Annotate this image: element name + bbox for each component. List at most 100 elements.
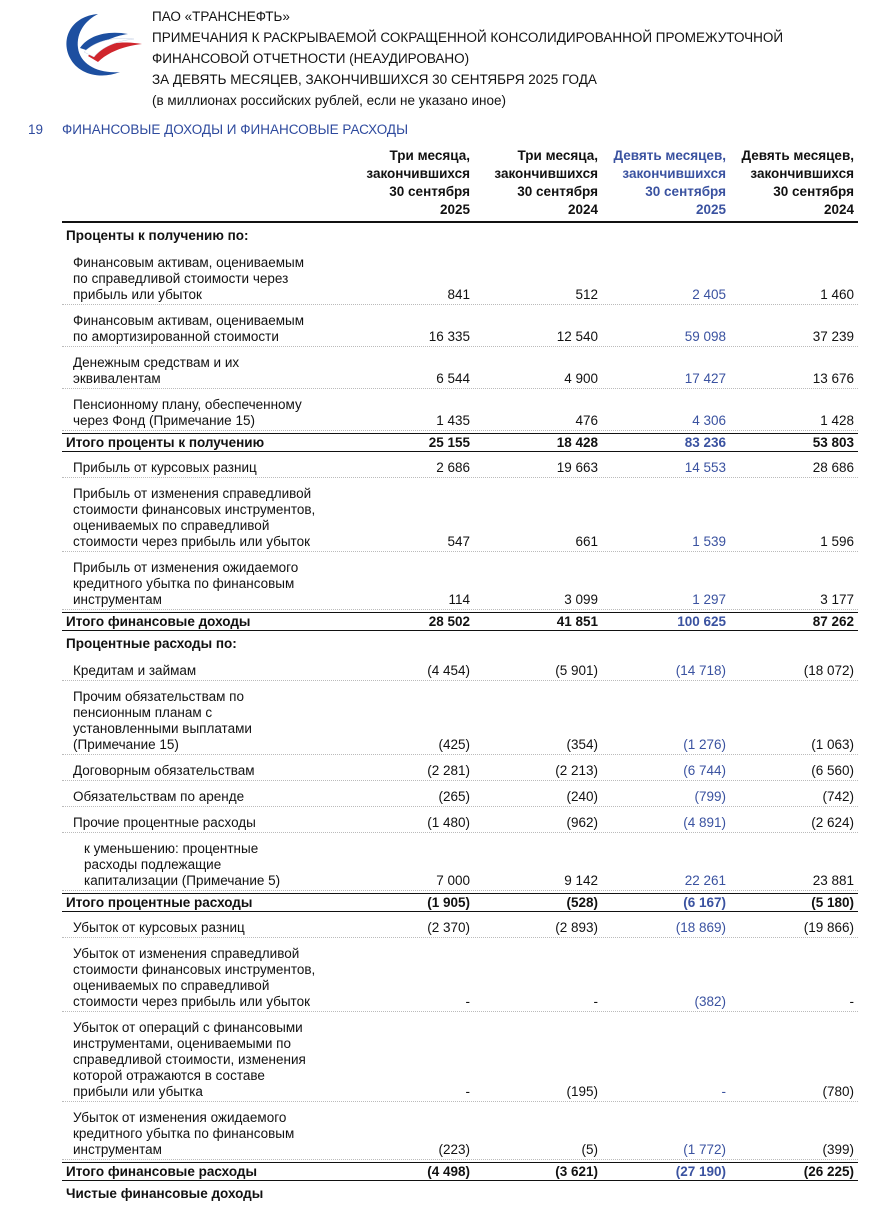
label-line: инструментами, оцениваемыми по (73, 1036, 291, 1051)
row-label: Договорным обязательствам (62, 763, 346, 779)
value: (4 891) (683, 815, 726, 830)
value: (2 213) (555, 763, 598, 778)
column-header-line: 2024 (567, 202, 598, 217)
column-header-line: закончившихся (366, 166, 470, 181)
header-row: Три месяца, закончившихся 30 сентября 2025 Т… (62, 147, 858, 223)
column-header-line: Три месяца, (517, 148, 598, 163)
value: (742) (822, 789, 854, 804)
row-label: Финансовым активам, оцениваемым по аморти… (62, 313, 346, 345)
value: 1 539 (692, 534, 726, 549)
label-line: справедливой стоимости, изменения (73, 1052, 306, 1067)
row-label: Кредитам и займам (62, 663, 346, 679)
label-line: по справедливой стоимости через (73, 271, 289, 286)
value: 547 (447, 534, 470, 549)
row-item: Прибыль от изменения ожидаемого кредитног… (62, 552, 858, 610)
column-header: Три месяца, закончившихся 30 сентября 2024 (474, 147, 602, 219)
label-line: Убыток от изменения справедливой (73, 946, 300, 961)
value: (354) (566, 737, 598, 752)
row-label: Прибыль от изменения ожидаемого кредитног… (62, 560, 346, 608)
row-item: Убыток от операций с финансовыми инструме… (62, 1012, 858, 1102)
column-header-line: 30 сентября (517, 184, 598, 199)
column-header: Девять месяцев, закончившихся 30 сентября 2… (730, 147, 858, 219)
label-line: Убыток от операций с финансовыми (73, 1020, 303, 1035)
value: (18 869) (675, 920, 726, 935)
section-number: 19 (28, 122, 44, 137)
row-label: Прибыль от курсовых разниц (62, 460, 346, 476)
label-line: Процентные расходы по: (66, 636, 237, 651)
value: 13 676 (812, 371, 854, 386)
row-label: к уменьшению: процентные расходы подлежащ… (62, 841, 346, 889)
value: (3 621) (555, 1164, 598, 1179)
label-line: кредитного убытка по финансовым (73, 576, 295, 591)
label-line: Чистые финансовые доходы (66, 1186, 264, 1201)
value: 59 098 (684, 329, 726, 344)
value: (5 901) (555, 663, 598, 678)
row-item: Финансовым активам, оцениваемым по справе… (62, 247, 858, 305)
row-total: Итого процентные расходы (1 905) (528) (6 1… (62, 893, 858, 912)
label-line: Прочим обязательствам по (73, 689, 244, 704)
column-header-line: закончившихся (622, 166, 726, 181)
label-line: Проценты к получению по: (66, 228, 249, 243)
label-line: Прибыль от изменения ожидаемого (73, 560, 299, 575)
section-title: ФИНАНСОВЫЕ ДОХОДЫ И ФИНАНСОВЫЕ РАСХОДЫ (62, 122, 409, 137)
value: 53 803 (812, 435, 854, 450)
row-label: Убыток от изменения справедливой стоимост… (62, 946, 346, 1010)
value: (27 190) (675, 1164, 726, 1179)
column-header: Три месяца, закончившихся 30 сентября 2025 (346, 147, 474, 219)
value: 83 236 (684, 435, 726, 450)
row-item: Финансовым активам, оцениваемым по аморти… (62, 305, 858, 347)
row-item: Денежным средствам и их эквивалентам 6 544… (62, 347, 858, 389)
value: 1 297 (692, 592, 726, 607)
row-item: Прочие процентные расходы (1 480) (962) (4 … (62, 807, 858, 833)
value: 1 596 (820, 534, 854, 549)
table: Три месяца, закончившихся 30 сентября 2025 Т… (62, 147, 858, 1205)
label-line: по амортизированной стоимости (73, 329, 279, 344)
value: 12 540 (556, 329, 598, 344)
row-label: Процентные расходы по: (66, 636, 237, 652)
value: (1 063) (811, 737, 854, 752)
column-header-line: 2025 (439, 202, 470, 217)
column-header-line: Три месяца, (389, 148, 470, 163)
value: (2 893) (555, 920, 598, 935)
value: (399) (822, 1142, 854, 1157)
row-label: Обязательствам по аренде (62, 789, 346, 805)
value: 841 (447, 287, 470, 302)
column-header-line: Девять месяцев, (741, 148, 854, 163)
label-line: капитализации (Примечание 5) (84, 873, 281, 888)
label-line: стоимости через прибыль или убыток (73, 994, 310, 1009)
label-line: оцениваемых по справедливой (73, 518, 270, 533)
value: 1 460 (820, 287, 854, 302)
value: (195) (566, 1084, 598, 1099)
row-label: Итого финансовые доходы (66, 614, 346, 630)
value: - (593, 994, 599, 1009)
header-line: ПРИМЕЧАНИЯ К РАСКРЫВАЕМОЙ СОКРАЩЕННОЙ КО… (152, 30, 784, 45)
label-line: Итого финансовые доходы (66, 614, 251, 629)
label-line: Денежным средствам и их (73, 355, 240, 370)
value: (4 454) (427, 663, 470, 678)
value: (2 624) (811, 815, 854, 830)
logo (66, 14, 142, 76)
row-item: Убыток от курсовых разниц (2 370) (2 893) (… (62, 912, 858, 938)
value: (265) (438, 789, 470, 804)
value: 16 335 (428, 329, 470, 344)
header-line: ФИНАНСОВОЙ ОТЧЕТНОСТИ (НЕАУДИРОВАНО) (152, 51, 470, 66)
label-line: Договорным обязательствам (73, 763, 255, 778)
label-line: (Примечание 15) (73, 737, 179, 752)
label-line: Убыток от курсовых разниц (73, 920, 245, 935)
row-label: Проценты к получению по: (66, 228, 249, 244)
label-line: Прибыль от курсовых разниц (73, 460, 257, 475)
label-line: стоимости финансовых инструментов, (73, 962, 316, 977)
label-line: которой отражаются в составе (73, 1068, 265, 1083)
header-line: ЗА ДЕВЯТЬ МЕСЯЦЕВ, ЗАКОНЧИВШИХСЯ 30 СЕНТ… (152, 72, 597, 87)
value: (6 560) (811, 763, 854, 778)
value: (19 866) (803, 920, 854, 935)
row-heading: Процентные расходы по: (62, 631, 858, 655)
value: (26 225) (803, 1164, 854, 1179)
value: (799) (694, 789, 726, 804)
value: (528) (566, 895, 598, 910)
header-lines: ПРИМЕЧАНИЯ К РАСКРЫВАЕМОЙ СОКРАЩЕННОЙ КО… (152, 27, 783, 111)
page: ПАО «ТРАНСНЕФТЬ» ПРИМЕЧАНИЯ К РАСКРЫВАЕМ… (28, 9, 858, 1201)
value: 6 544 (436, 371, 470, 386)
row-label: Итого проценты к получению (66, 435, 346, 451)
row-label: Прибыль от изменения справедливой стоимос… (62, 486, 346, 550)
